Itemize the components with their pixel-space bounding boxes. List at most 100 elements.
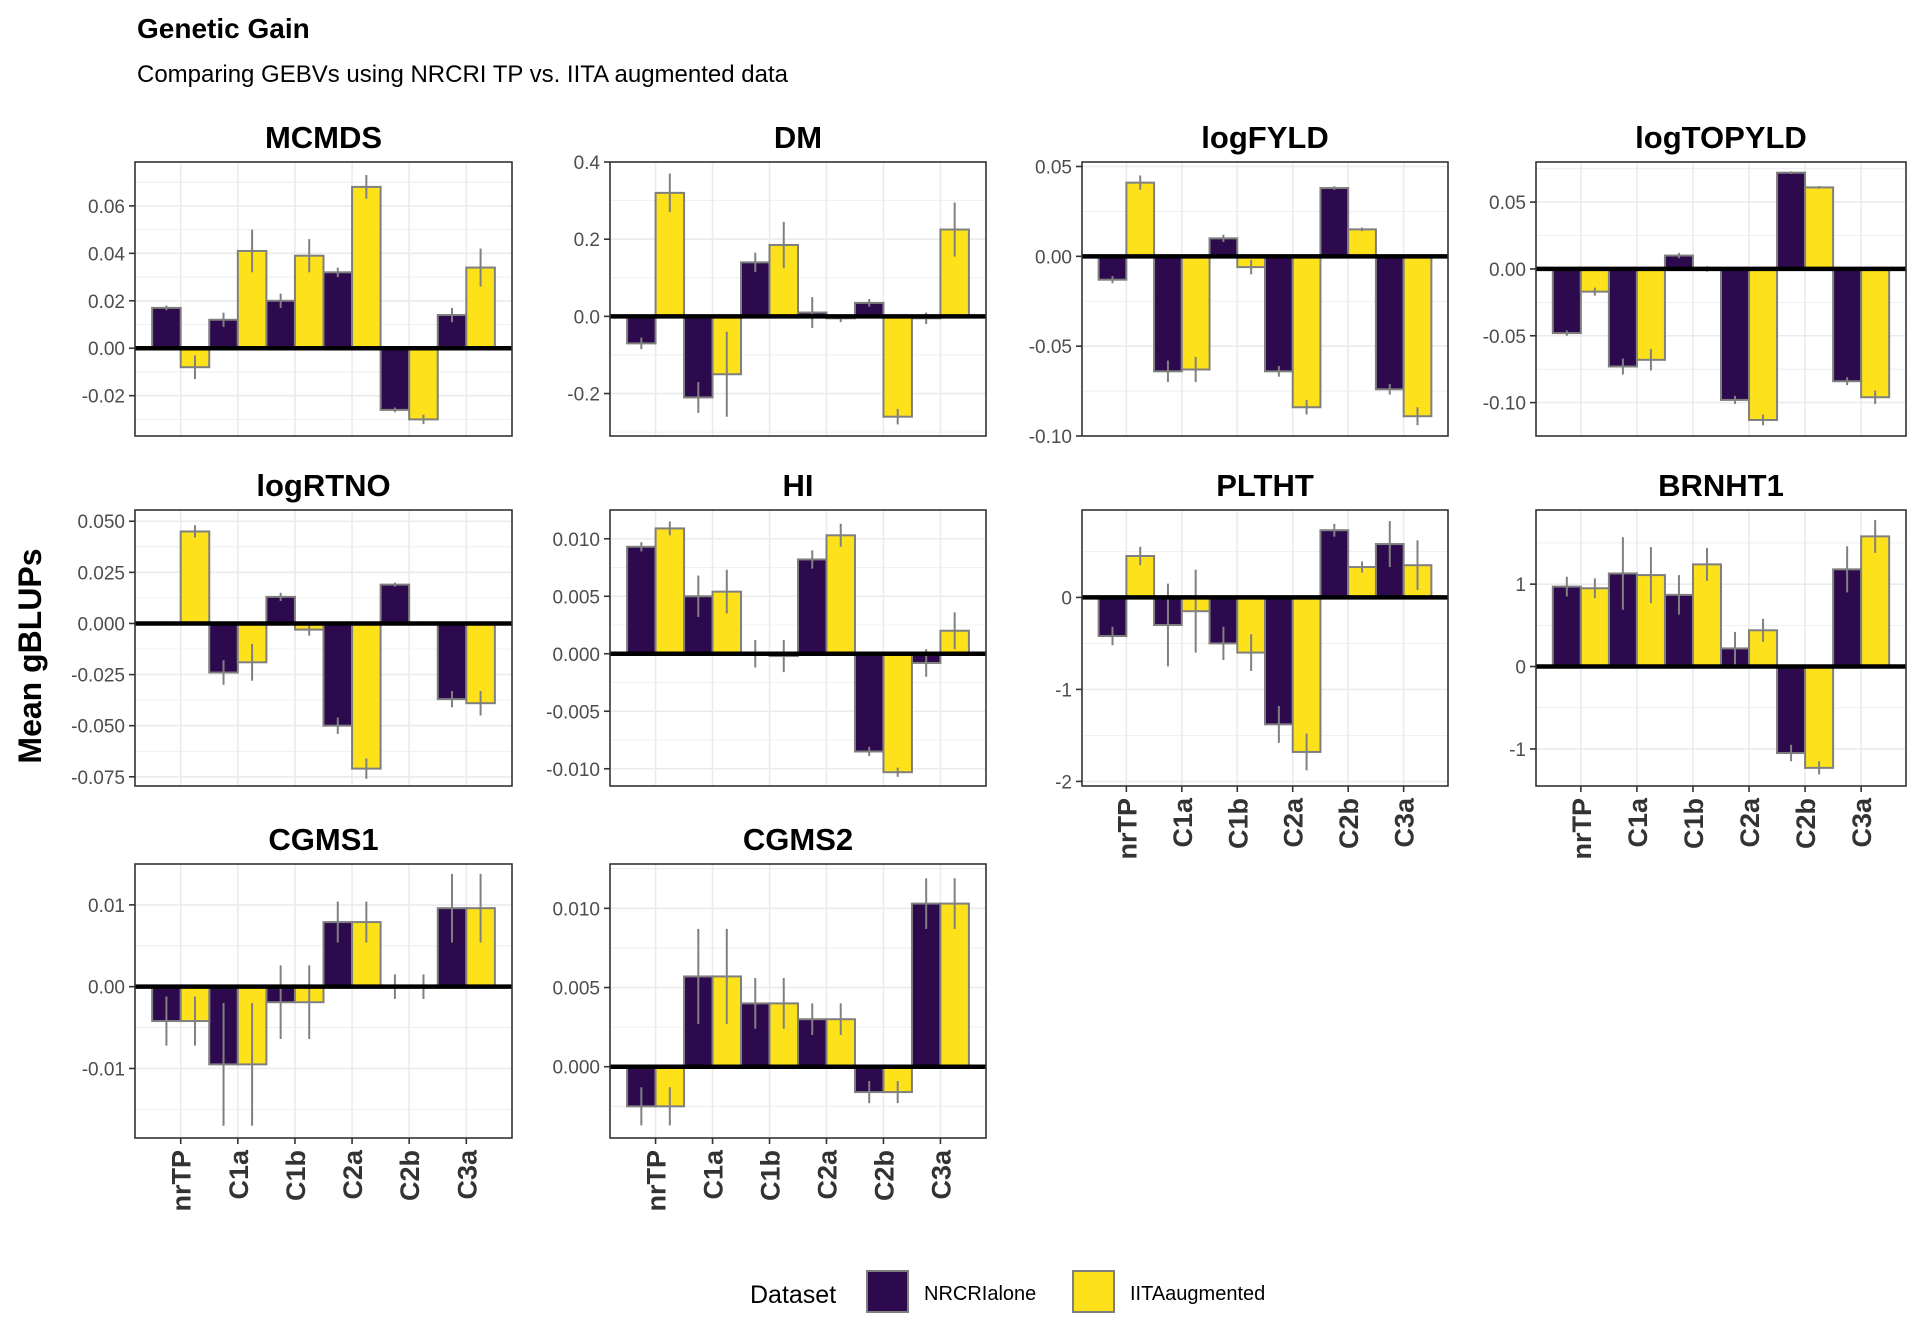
- panel-title-mcmds: MCMDS: [265, 120, 382, 155]
- y-tick-label: 0.010: [552, 530, 600, 551]
- y-axis-label: Mean gBLUPs: [12, 548, 48, 763]
- panel-cgms1: CGMS1 -0.01 0.00 0.01 nrTP C1a C1b C2a C2b C3a: [82, 822, 513, 1212]
- legend-label-iitaaugmented: IITAaugmented: [1130, 1283, 1265, 1305]
- panel-title-pltht: PLTHT: [1216, 468, 1314, 503]
- panel-border: [134, 509, 513, 787]
- bar-iitaaugmented-c2b: [1804, 186, 1835, 270]
- x-tick-label-c1b: C1b: [281, 1150, 311, 1201]
- y-tick-label: 0.02: [88, 292, 125, 313]
- x-tick-label-c3a: C3a: [1847, 797, 1877, 848]
- bar-iitaaugmented-c2a: [1748, 267, 1779, 421]
- x-tick-label-c2b: C2b: [869, 1150, 899, 1201]
- legend-key-iitaaugmented: [1072, 1270, 1115, 1313]
- panel-pltht: PLTHT -2 -1 0 nrTP C1a C1b C2a C2b C3a: [1055, 468, 1449, 860]
- x-tick-label-nrtp: nrTP: [1112, 798, 1142, 860]
- panel-border: [1535, 509, 1907, 787]
- panel-title-hi: HI: [783, 468, 814, 503]
- panel-title-brnht1: BRNHT1: [1658, 468, 1784, 503]
- y-tick-label: -1: [1509, 740, 1526, 761]
- legend-key-nrcrialone: [866, 1270, 909, 1313]
- panel-title-cgms2: CGMS2: [743, 822, 853, 857]
- y-tick-label: 0.050: [77, 512, 125, 533]
- panel-logtopyld: logTOPYLD -0.10 -0.05 0.00 0.05: [1483, 120, 1907, 437]
- bar-iitaaugmented-c2b: [1804, 665, 1835, 769]
- legend: Dataset NRCRIalone IITAaugmented: [750, 1270, 1265, 1313]
- panel-border: [134, 161, 513, 437]
- bar-nrcrialone-c2b: [1319, 187, 1350, 258]
- x-tick-label-c3a: C3a: [452, 1149, 482, 1200]
- x-tick-label-c1a: C1a: [1623, 797, 1653, 848]
- bar-iitaaugmented-c2b: [882, 652, 913, 774]
- bar-nrcrialone-c2a: [322, 271, 354, 350]
- bar-nrcrialone-c3a: [1374, 255, 1405, 391]
- x-tick-label-c1a: C1a: [699, 1149, 729, 1200]
- x-tick-label-c2a: C2a: [1279, 797, 1309, 848]
- bar-nrcrialone-c2b: [1319, 529, 1350, 599]
- y-tick-label: 1: [1515, 575, 1526, 596]
- bar-iitaaugmented-nrtp: [654, 527, 686, 655]
- y-tick-label: 0.00: [88, 339, 125, 360]
- x-tick-label-c3a: C3a: [1390, 797, 1420, 848]
- bar-nrcrialone-c3a: [436, 622, 468, 701]
- bar-iitaaugmented-c3a: [1860, 267, 1891, 399]
- panel-border: [1535, 161, 1907, 437]
- bar-iitaaugmented-c2a: [1291, 255, 1322, 409]
- y-tick-label: 0.0: [574, 307, 600, 328]
- x-tick-label-c2b: C2b: [395, 1150, 425, 1201]
- panel-title-logrtno: logRTNO: [256, 468, 390, 503]
- bar-iitaaugmented-c2a: [351, 622, 382, 770]
- y-tick-label: -0.050: [71, 717, 125, 738]
- bar-iitaaugmented-c2a: [825, 534, 856, 655]
- x-tick-label-c1b: C1b: [756, 1150, 786, 1201]
- bar-iitaaugmented-c2a: [1291, 596, 1322, 753]
- y-tick-label: -0.01: [82, 1059, 125, 1080]
- y-tick-label: 0.00: [1035, 247, 1072, 268]
- x-tick-label-nrtp: nrTP: [642, 1150, 672, 1212]
- x-tick-label-c2a: C2a: [812, 1149, 842, 1200]
- y-tick-label: -0.05: [1029, 337, 1072, 358]
- bar-nrcrialone-c2b: [853, 652, 885, 753]
- panel-title-cgms1: CGMS1: [268, 822, 378, 857]
- y-tick-label: 0.025: [77, 563, 125, 584]
- bar-iitaaugmented-c2a: [351, 185, 382, 350]
- bar-nrcrialone-c2a: [1264, 596, 1294, 726]
- x-tick-label-nrtp: nrTP: [1567, 798, 1597, 860]
- panel-title-logtopyld: logTOPYLD: [1635, 120, 1807, 155]
- x-tick-label-c1b: C1b: [1679, 798, 1709, 849]
- bar-iitaaugmented-nrtp: [1579, 587, 1610, 668]
- y-tick-label: -1: [1055, 680, 1072, 701]
- panel-title-logfyld: logFYLD: [1201, 120, 1328, 155]
- legend-label-nrcrialone: NRCRIalone: [924, 1283, 1036, 1305]
- chart-title: Genetic Gain: [137, 13, 310, 44]
- y-tick-label: 0.05: [1489, 193, 1526, 214]
- y-tick-label: 0.000: [552, 645, 600, 666]
- panel-mcmds: MCMDS -0.02 0.00 0.02 0.04 0.06: [82, 120, 513, 437]
- x-tick-label-c2a: C2a: [1735, 797, 1765, 848]
- bar-iitaaugmented-c2b: [1347, 228, 1377, 258]
- bar-nrcrialone-nrtp: [1551, 267, 1582, 335]
- x-tick-label-c1a: C1a: [1168, 797, 1198, 848]
- bar-iitaaugmented-c3a: [1402, 255, 1433, 418]
- bar-nrcrialone-c2a: [322, 622, 354, 727]
- y-tick-label: -0.010: [546, 760, 600, 781]
- y-tick-label: 0.005: [552, 979, 600, 1000]
- y-tick-label: 0: [1515, 658, 1526, 679]
- bar-iitaaugmented-nrtp: [1125, 181, 1156, 258]
- bar-iitaaugmented-nrtp: [179, 530, 211, 625]
- y-tick-label: 0.00: [88, 978, 125, 999]
- panel-logfyld: logFYLD -0.10 -0.05 0.00 0.05: [1029, 120, 1449, 448]
- bar-nrcrialone-c2a: [1720, 267, 1751, 401]
- panel-border: [609, 509, 987, 787]
- bar-iitaaugmented-c1b: [1691, 563, 1723, 668]
- panel-border: [609, 863, 987, 1139]
- bar-nrcrialone-c1a: [1153, 255, 1183, 373]
- y-tick-label: 0.04: [88, 244, 125, 265]
- y-tick-label: 0.06: [88, 197, 125, 218]
- bar-nrcrialone-c2a: [1264, 255, 1294, 373]
- bar-nrcrialone-nrtp: [626, 545, 657, 655]
- panel-brnht1: BRNHT1 -1 0 1 nrTP C1a C1b C2a C2b C3a: [1509, 468, 1907, 860]
- bar-iitaaugmented-c1a: [1180, 255, 1211, 371]
- y-tick-label: 0.00: [1489, 260, 1526, 281]
- y-tick-label: -0.02: [82, 387, 125, 408]
